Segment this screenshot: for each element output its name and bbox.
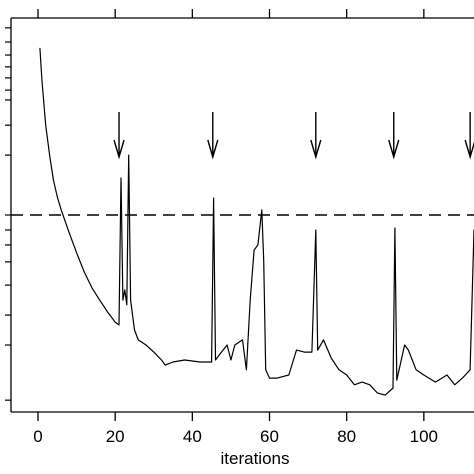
- x-tick-label: 80: [337, 427, 356, 446]
- data-line: [39, 47, 474, 396]
- arrow: [464, 112, 474, 160]
- x-tick-label: 20: [106, 427, 125, 446]
- plot-area: [11, 47, 474, 396]
- arrow: [113, 112, 125, 160]
- x-tick-label: 60: [260, 427, 279, 446]
- arrow: [310, 112, 322, 160]
- x-axis-label: iterations: [221, 449, 290, 468]
- arrow: [388, 112, 400, 160]
- x-tick-label: 100: [410, 427, 438, 446]
- arrow: [207, 112, 219, 160]
- x-tick-label: 0: [33, 427, 42, 446]
- x-tick-label: 40: [183, 427, 202, 446]
